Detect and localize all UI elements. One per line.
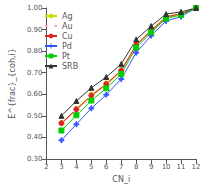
svg-text:0.40: 0.40 [27,133,43,141]
svg-text:0.90: 0.90 [27,26,43,34]
svg-text:Cu: Cu [62,32,73,41]
svg-text:9: 9 [149,163,153,171]
svg-text:E^{frac}_{coh,i}: E^{frac}_{coh,i} [8,48,17,119]
svg-text:Pt: Pt [62,52,70,61]
svg-text:CN_i: CN_i [112,175,130,184]
svg-text:Pd: Pd [62,42,72,51]
svg-text:0.80: 0.80 [27,47,43,55]
svg-text:SRB: SRB [62,62,78,71]
svg-text:8: 8 [134,163,138,171]
svg-text:Au: Au [62,22,73,31]
svg-text:11: 11 [177,163,186,171]
svg-text:1.00: 1.00 [27,4,43,12]
svg-text:Ag: Ag [62,12,73,21]
svg-text:12: 12 [192,163,201,171]
svg-text:7: 7 [119,163,123,171]
svg-text:0.70: 0.70 [27,69,43,77]
svg-text:5: 5 [89,163,93,171]
svg-text:3: 3 [59,163,63,171]
svg-text:0.50: 0.50 [27,112,43,120]
svg-text:0.30: 0.30 [27,155,43,163]
svg-text:4: 4 [74,163,79,171]
svg-text:10: 10 [162,163,171,171]
svg-text:6: 6 [104,163,109,171]
svg-text:2: 2 [44,163,48,171]
svg-text:0.60: 0.60 [27,90,43,98]
